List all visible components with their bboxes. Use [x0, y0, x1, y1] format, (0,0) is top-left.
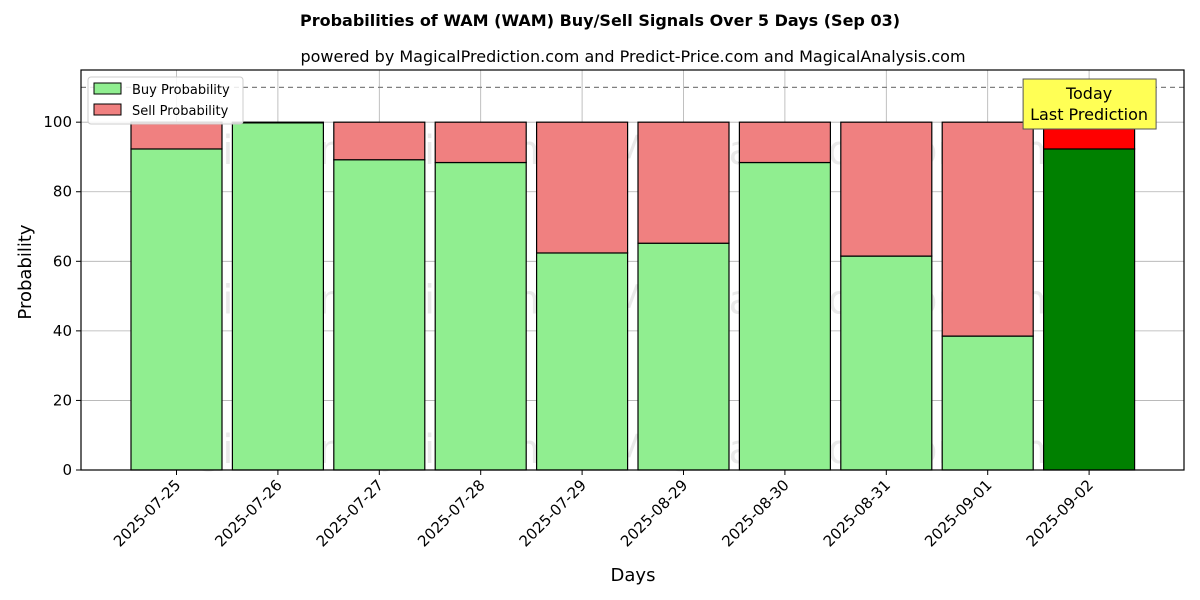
bar-buy	[738, 161, 832, 471]
y-tick-label: 20	[53, 391, 72, 409]
x-tick-label: 2025-07-26	[211, 476, 285, 550]
legend-label: Sell Probability	[132, 104, 229, 119]
bar-sell	[535, 121, 629, 254]
x-tick-label: 2025-07-27	[313, 476, 387, 550]
y-tick-label: 60	[53, 252, 72, 270]
x-ticks: 2025-07-25 2025-07-26 2025-07-27 2025-07-28…	[110, 470, 1097, 550]
bar-buy	[535, 252, 629, 471]
chart-subtitle: powered by MagicalPrediction.com and Pre…	[300, 47, 965, 66]
y-axis-label: Probability	[15, 224, 36, 319]
x-tick-label: 2025-08-31	[820, 476, 894, 550]
bar-sell	[231, 121, 324, 124]
plot-frame	[80, 69, 1185, 471]
bar-sell	[637, 121, 730, 244]
annotation-text: Today	[1065, 84, 1112, 103]
x-axis-label: Days	[611, 565, 656, 586]
y-tick-label: 40	[53, 322, 72, 340]
legend-swatch	[93, 103, 122, 116]
bar-buy	[130, 148, 223, 471]
bar-buy	[434, 161, 527, 471]
bars	[130, 121, 1136, 471]
bar-sell	[738, 121, 832, 164]
y-ticks: 0 20 40 60 80 100	[43, 113, 81, 479]
bar-buy	[941, 335, 1034, 471]
bar-buy	[637, 242, 730, 471]
x-tick-label: 2025-08-29	[617, 476, 691, 550]
bar-buy	[1042, 148, 1136, 471]
x-tick-label: 2025-08-30	[718, 476, 792, 550]
y-tick-label: 0	[62, 461, 72, 479]
x-tick-label: 2025-07-29	[516, 476, 590, 550]
y-tick-label: 80	[53, 183, 72, 201]
annotation-box	[1022, 78, 1157, 130]
annotation-text: Last Prediction	[1030, 105, 1148, 124]
x-tick-label: 2025-09-02	[1023, 476, 1097, 550]
bar-buy	[333, 159, 426, 471]
bar-sell	[130, 121, 223, 150]
bar-sell	[941, 121, 1034, 337]
bar-sell	[434, 121, 527, 164]
annotation: Today Last Prediction	[1022, 78, 1157, 130]
legend-box	[87, 76, 244, 125]
bar-sell	[840, 121, 933, 257]
bar-sell	[333, 121, 426, 161]
legend-swatch	[93, 82, 122, 95]
x-tick-label: 2025-09-01	[921, 476, 995, 550]
bar-buy	[231, 122, 324, 471]
x-tick-label: 2025-07-25	[110, 476, 184, 550]
legend: Buy Probability Sell Probability	[87, 76, 244, 125]
y-tick-label: 100	[43, 113, 72, 131]
chart-title: Probabilities of WAM (WAM) Buy/Sell Sign…	[300, 11, 900, 30]
bar-buy	[840, 255, 933, 471]
legend-label: Buy Probability	[132, 83, 230, 98]
x-tick-label: 2025-07-28	[414, 476, 488, 550]
